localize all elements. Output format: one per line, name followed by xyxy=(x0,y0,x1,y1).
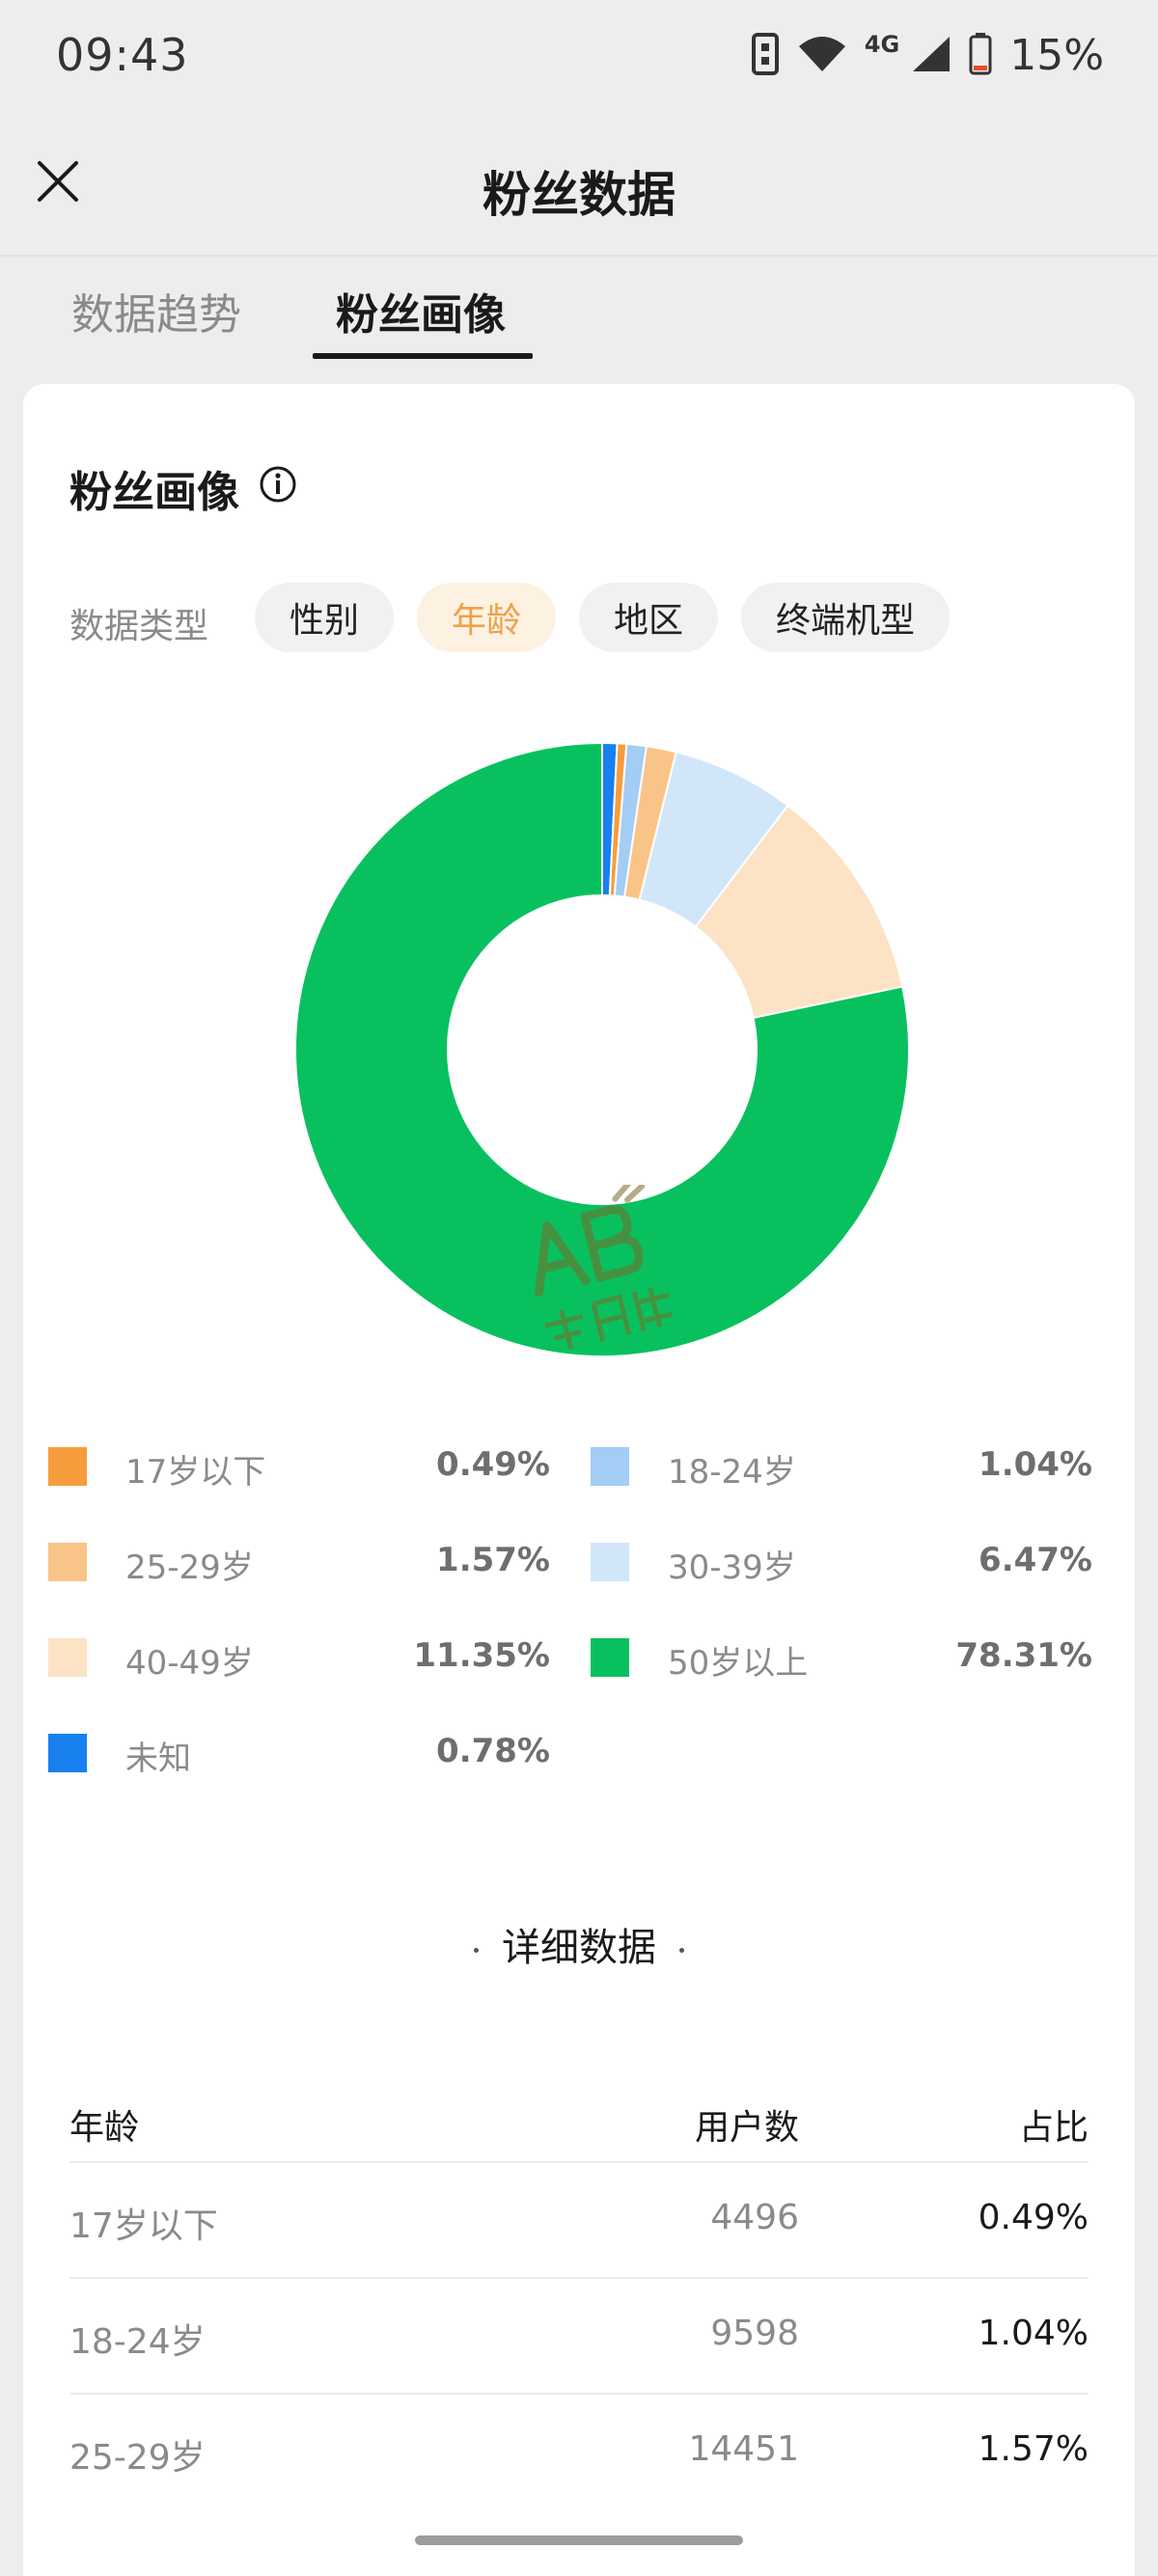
legend-value: 0.78% xyxy=(436,1732,550,1770)
divider-dot xyxy=(679,1947,684,1953)
legend-value: 1.57% xyxy=(436,1541,550,1579)
age-donut-chart xyxy=(294,741,910,1357)
header-divider xyxy=(0,255,1158,257)
legend-label: 40-49岁 xyxy=(125,1644,254,1683)
header: 粉丝数据 xyxy=(0,135,1158,255)
tab-fan-portrait[interactable]: 粉丝画像 xyxy=(336,290,506,340)
legend-value: 1.04% xyxy=(979,1445,1092,1484)
table-row: 18-24岁 9598 1.04% xyxy=(69,2277,1089,2395)
table-row: 17岁以下 4496 0.49% xyxy=(69,2161,1089,2279)
cell-users: 14451 xyxy=(688,2429,799,2469)
legend-swatch-unknown xyxy=(48,1734,87,1772)
network-label: 4G xyxy=(864,31,900,58)
legend-item-25-29: 25-29岁 1.57% xyxy=(48,1533,550,1591)
cell-users: 9598 xyxy=(710,2314,799,2353)
cell-users: 4496 xyxy=(710,2198,799,2237)
status-bar: 09:43 4G 15% xyxy=(0,0,1158,116)
fan-portrait-card: 粉丝画像 数据类型 性别 年龄 地区 终端机型 17岁以下 0.49% 18 xyxy=(23,384,1135,2576)
chip-gender[interactable]: 性别 xyxy=(255,583,394,652)
card-title: 粉丝画像 xyxy=(69,468,239,517)
home-indicator[interactable] xyxy=(415,2535,743,2545)
divider-dot xyxy=(474,1947,479,1953)
legend-item-50plus: 50岁以上 78.31% xyxy=(591,1629,1092,1686)
chip-device-model[interactable]: 终端机型 xyxy=(741,583,950,652)
header-users: 用户数 xyxy=(694,2108,799,2148)
active-tab-indicator xyxy=(313,353,533,359)
legend-item-30-39: 30-39岁 6.47% xyxy=(591,1533,1092,1591)
legend-value: 6.47% xyxy=(979,1541,1092,1579)
tab-data-trend[interactable]: 数据趋势 xyxy=(71,290,241,340)
table-row: 25-29岁 14451 1.57% xyxy=(69,2393,1089,2510)
watermark-logo xyxy=(534,1185,673,1349)
chip-region[interactable]: 地区 xyxy=(579,583,718,652)
legend-value: 0.49% xyxy=(436,1445,550,1484)
legend-label: 50岁以上 xyxy=(668,1644,809,1683)
filter-label: 数据类型 xyxy=(69,607,209,646)
status-time: 09:43 xyxy=(56,29,189,81)
cell-age: 18-24岁 xyxy=(69,2322,206,2362)
header-share: 占比 xyxy=(1018,2108,1089,2148)
cell-age: 17岁以下 xyxy=(69,2206,218,2246)
legend-item-under17: 17岁以下 0.49% xyxy=(48,1438,550,1495)
legend-value: 11.35% xyxy=(413,1636,550,1675)
wifi-icon xyxy=(797,35,847,77)
legend-swatch-30-39 xyxy=(591,1543,629,1581)
legend-swatch-18-24 xyxy=(591,1447,629,1486)
detail-title-text: 详细数据 xyxy=(502,1926,656,1970)
legend-label: 17岁以下 xyxy=(125,1453,266,1492)
cell-share: 1.04% xyxy=(978,2314,1089,2353)
donut-slice-50plus[interactable] xyxy=(294,741,910,1357)
cell-share: 1.57% xyxy=(978,2429,1089,2469)
page-title: 粉丝数据 xyxy=(482,167,676,223)
legend-label: 30-39岁 xyxy=(668,1548,796,1587)
legend-swatch-50plus xyxy=(591,1638,629,1677)
legend-label: 未知 xyxy=(125,1740,191,1778)
battery-icon xyxy=(969,32,992,79)
info-icon[interactable] xyxy=(259,465,297,504)
table-header: 年龄 用户数 占比 xyxy=(69,2065,1089,2180)
legend-item-18-24: 18-24岁 1.04% xyxy=(591,1438,1092,1495)
donut-slice-40-49[interactable] xyxy=(694,804,904,1020)
cell-age: 25-29岁 xyxy=(69,2438,206,2478)
close-button[interactable] xyxy=(29,154,87,212)
legend-swatch-40-49 xyxy=(48,1638,87,1677)
legend-label: 18-24岁 xyxy=(668,1453,796,1492)
vibrate-icon xyxy=(751,32,780,80)
cell-share: 0.49% xyxy=(978,2198,1089,2237)
close-icon xyxy=(36,159,80,207)
chip-age[interactable]: 年龄 xyxy=(417,583,556,652)
signal-icon xyxy=(911,35,951,77)
detail-section-title: 详细数据 xyxy=(23,1916,1135,1972)
legend-item-unknown: 未知 0.78% xyxy=(48,1724,550,1782)
header-age: 年龄 xyxy=(69,2108,140,2148)
tab-bar: 数据趋势 粉丝画像 xyxy=(0,257,1158,365)
battery-percentage: 15% xyxy=(1009,31,1104,80)
legend-label: 25-29岁 xyxy=(125,1548,254,1587)
legend-swatch-under17 xyxy=(48,1447,87,1486)
legend-value: 78.31% xyxy=(955,1636,1092,1675)
status-icons: 4G 15% xyxy=(751,31,1104,80)
legend-swatch-25-29 xyxy=(48,1543,87,1581)
legend-item-40-49: 40-49岁 11.35% xyxy=(48,1629,550,1686)
